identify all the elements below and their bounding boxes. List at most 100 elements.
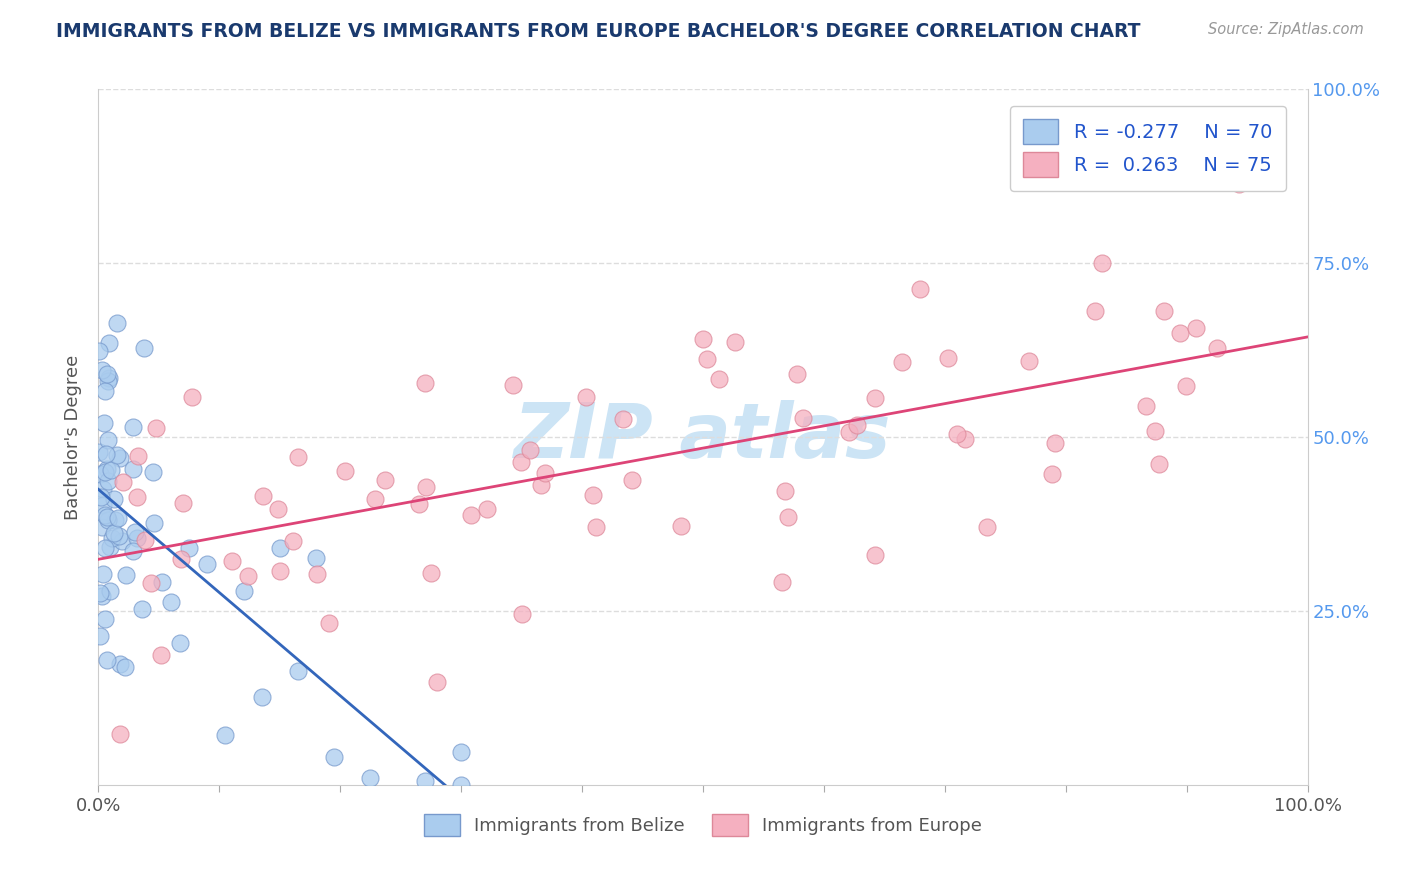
Point xyxy=(305,551,328,566)
Point xyxy=(131,601,153,615)
Point xyxy=(169,636,191,650)
Point xyxy=(1168,326,1191,340)
Text: Source: ZipAtlas.com: Source: ZipAtlas.com xyxy=(1208,22,1364,37)
Point xyxy=(232,584,254,599)
Point xyxy=(281,533,304,548)
Point xyxy=(93,541,115,555)
Point xyxy=(125,490,148,504)
Point xyxy=(252,489,274,503)
Point xyxy=(419,566,441,580)
Point xyxy=(250,690,273,704)
Point xyxy=(408,497,430,511)
Point xyxy=(374,474,396,488)
Point xyxy=(333,464,356,478)
Point xyxy=(502,378,524,392)
Point xyxy=(1143,424,1166,438)
Point xyxy=(97,475,120,489)
Point xyxy=(770,575,793,590)
Point xyxy=(103,491,125,506)
Point xyxy=(891,355,914,369)
Point xyxy=(97,434,120,448)
Point xyxy=(96,367,118,381)
Point xyxy=(97,375,120,389)
Point xyxy=(96,653,118,667)
Point xyxy=(139,575,162,590)
Point xyxy=(575,391,598,405)
Point xyxy=(114,659,136,673)
Point xyxy=(475,501,498,516)
Point xyxy=(519,442,541,457)
Point xyxy=(1018,354,1040,368)
Point xyxy=(1175,379,1198,393)
Point xyxy=(426,675,449,690)
Point xyxy=(707,372,730,386)
Point xyxy=(100,531,122,545)
Point xyxy=(413,376,436,391)
Point xyxy=(305,567,328,582)
Point xyxy=(107,529,129,543)
Point xyxy=(863,548,886,562)
Point xyxy=(214,728,236,742)
Point xyxy=(582,487,605,501)
Point xyxy=(93,417,115,431)
Point xyxy=(107,511,129,525)
Point xyxy=(124,525,146,540)
Point xyxy=(91,589,114,603)
Point xyxy=(585,520,607,534)
Point xyxy=(195,558,218,572)
Point xyxy=(142,516,165,531)
Point xyxy=(90,520,112,534)
Point xyxy=(121,462,143,476)
Point xyxy=(696,351,718,366)
Point xyxy=(90,490,112,504)
Point xyxy=(413,773,436,788)
Point xyxy=(122,419,145,434)
Point xyxy=(1147,457,1170,471)
Point xyxy=(180,390,202,404)
Point xyxy=(776,510,799,524)
Point xyxy=(323,750,346,764)
Point xyxy=(529,478,551,492)
Point xyxy=(127,450,149,464)
Point xyxy=(94,508,117,523)
Point xyxy=(160,595,183,609)
Point xyxy=(460,508,482,522)
Point xyxy=(122,544,145,558)
Point xyxy=(145,420,167,434)
Point xyxy=(105,448,128,462)
Point xyxy=(94,465,117,479)
Point xyxy=(150,575,173,590)
Point xyxy=(94,612,117,626)
Point xyxy=(98,541,121,555)
Point xyxy=(114,568,136,582)
Text: ZIP atlas: ZIP atlas xyxy=(515,401,891,474)
Point xyxy=(534,466,557,480)
Point xyxy=(364,491,387,506)
Point xyxy=(1227,178,1250,192)
Point xyxy=(620,473,643,487)
Point xyxy=(269,564,291,578)
Point xyxy=(100,463,122,477)
Point xyxy=(1091,256,1114,270)
Point xyxy=(1185,321,1208,335)
Point xyxy=(91,482,114,496)
Point xyxy=(1206,341,1229,355)
Point xyxy=(450,746,472,760)
Point xyxy=(936,351,959,365)
Point xyxy=(221,554,243,568)
Point xyxy=(318,615,340,630)
Point xyxy=(360,771,382,785)
Point xyxy=(1084,303,1107,318)
Point xyxy=(612,412,634,426)
Point xyxy=(266,501,288,516)
Point xyxy=(89,630,111,644)
Point xyxy=(97,513,120,527)
Point xyxy=(96,510,118,524)
Point xyxy=(127,531,149,545)
Point xyxy=(103,525,125,540)
Point xyxy=(838,425,860,439)
Point xyxy=(946,427,969,442)
Point xyxy=(169,552,191,566)
Point xyxy=(669,519,692,533)
Point xyxy=(105,316,128,330)
